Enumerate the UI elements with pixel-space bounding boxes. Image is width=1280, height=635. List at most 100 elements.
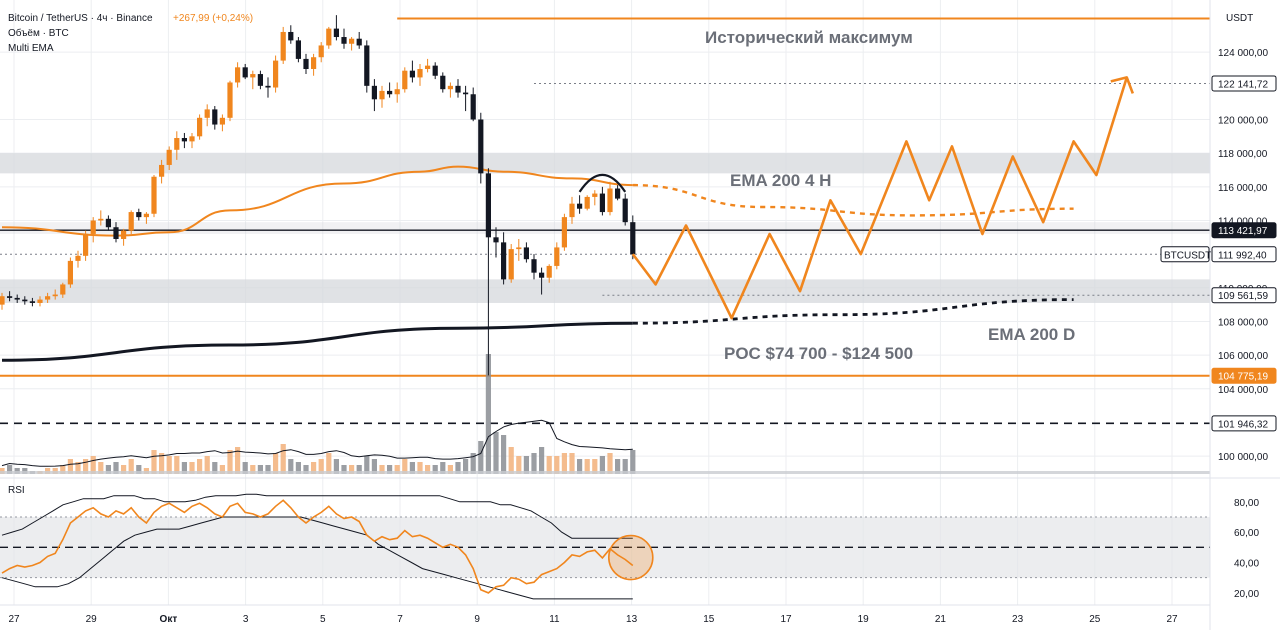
candle-body[interactable] bbox=[584, 196, 590, 209]
candle-body[interactable] bbox=[599, 193, 605, 213]
ema-d-projection[interactable] bbox=[632, 298, 1074, 325]
candle-body[interactable] bbox=[577, 203, 583, 209]
candle-body[interactable] bbox=[14, 297, 20, 300]
candle-body[interactable] bbox=[478, 119, 484, 174]
candle-body[interactable] bbox=[311, 57, 317, 70]
ema-legend[interactable]: Multi EMA bbox=[8, 43, 54, 54]
candle-body[interactable] bbox=[501, 242, 507, 280]
candle-body[interactable] bbox=[326, 28, 332, 46]
candle-body[interactable] bbox=[265, 85, 271, 88]
candle-body[interactable] bbox=[561, 217, 567, 248]
candle-body[interactable] bbox=[402, 70, 408, 90]
candle-body[interactable] bbox=[219, 117, 225, 125]
candle-body[interactable] bbox=[189, 136, 195, 142]
candle-body[interactable] bbox=[45, 296, 51, 300]
volume-bar bbox=[189, 462, 195, 474]
candle-body[interactable] bbox=[197, 117, 203, 137]
candle-body[interactable] bbox=[52, 294, 58, 297]
candle-body[interactable] bbox=[212, 109, 218, 125]
candle-body[interactable] bbox=[29, 301, 35, 303]
candle-body[interactable] bbox=[531, 259, 537, 273]
candle-body[interactable] bbox=[425, 65, 431, 70]
candle-body[interactable] bbox=[630, 222, 636, 255]
candle-body[interactable] bbox=[121, 230, 127, 239]
candle-body[interactable] bbox=[333, 28, 339, 38]
candle-body[interactable] bbox=[166, 149, 172, 165]
candle-body[interactable] bbox=[151, 176, 157, 214]
ema-d-line[interactable] bbox=[1, 321, 633, 362]
candle-body[interactable] bbox=[387, 90, 393, 95]
candle-body[interactable] bbox=[485, 173, 491, 238]
pair-title[interactable]: Bitcoin / TetherUS · 4ч · Binance bbox=[8, 13, 153, 24]
candle-body[interactable] bbox=[288, 31, 294, 41]
candle-body[interactable] bbox=[60, 284, 66, 295]
candle-body[interactable] bbox=[432, 65, 438, 76]
candle-body[interactable] bbox=[318, 45, 324, 58]
candle-body[interactable] bbox=[22, 299, 28, 302]
candle-body[interactable] bbox=[181, 138, 187, 142]
candle-body[interactable] bbox=[280, 31, 286, 61]
candle-body[interactable] bbox=[0, 296, 5, 305]
candle-body[interactable] bbox=[105, 218, 111, 228]
candle-body[interactable] bbox=[493, 237, 499, 243]
candle-body[interactable] bbox=[75, 255, 81, 261]
candle-body[interactable] bbox=[113, 227, 119, 239]
rsi-highlight-circle[interactable] bbox=[607, 534, 654, 581]
candle-body[interactable] bbox=[98, 218, 104, 221]
candle-body[interactable] bbox=[455, 85, 461, 93]
candle-body[interactable] bbox=[67, 260, 73, 285]
candle-body[interactable] bbox=[607, 188, 613, 213]
candle-body[interactable] bbox=[204, 109, 210, 118]
candle-body[interactable] bbox=[516, 247, 522, 250]
candle-body[interactable] bbox=[394, 89, 400, 95]
candle-body[interactable] bbox=[37, 299, 43, 303]
candle-body[interactable] bbox=[447, 85, 453, 90]
candle-body[interactable] bbox=[242, 67, 248, 78]
candle-body[interactable] bbox=[470, 94, 476, 120]
candle-body[interactable] bbox=[523, 247, 529, 260]
candle-body[interactable] bbox=[250, 74, 256, 78]
candle-body[interactable] bbox=[143, 213, 149, 218]
candle-body[interactable] bbox=[409, 70, 415, 78]
projection-zigzag[interactable] bbox=[631, 77, 1129, 320]
candle-body[interactable] bbox=[615, 188, 621, 199]
top-arc[interactable] bbox=[578, 173, 627, 193]
candle-body[interactable] bbox=[136, 212, 142, 218]
candle-body[interactable] bbox=[273, 60, 279, 88]
candle-body[interactable] bbox=[159, 164, 165, 177]
candle-body[interactable] bbox=[463, 92, 469, 95]
candle-body[interactable] bbox=[539, 272, 545, 278]
candle-body[interactable] bbox=[440, 75, 446, 90]
candle-body[interactable] bbox=[295, 40, 301, 59]
candle-body[interactable] bbox=[128, 212, 134, 231]
candle-body[interactable] bbox=[379, 90, 385, 100]
candle-body[interactable] bbox=[174, 138, 180, 150]
candle-body[interactable] bbox=[371, 85, 377, 100]
candle-body[interactable] bbox=[554, 247, 560, 266]
candle-body[interactable] bbox=[417, 69, 423, 78]
symbol-tag[interactable]: BTCUSDT bbox=[1164, 250, 1211, 261]
candle-body[interactable] bbox=[7, 296, 13, 298]
candle-body[interactable] bbox=[227, 82, 233, 118]
volume-legend[interactable]: Объём · BTC bbox=[8, 27, 69, 39]
ema-4h-line[interactable] bbox=[1, 165, 633, 237]
ema-4h-projection[interactable] bbox=[632, 183, 1074, 217]
candle-body[interactable] bbox=[341, 37, 347, 44]
candle-body[interactable] bbox=[356, 38, 362, 46]
candle-body[interactable] bbox=[257, 74, 263, 86]
candle-body[interactable] bbox=[83, 233, 89, 256]
candle-body[interactable] bbox=[508, 249, 514, 280]
candle-body[interactable] bbox=[235, 67, 241, 83]
candle-body[interactable] bbox=[364, 45, 370, 86]
candle-body[interactable] bbox=[349, 38, 355, 44]
rsi-line[interactable] bbox=[1, 499, 634, 594]
rsi-legend[interactable]: RSI bbox=[8, 485, 25, 496]
candle-body[interactable] bbox=[622, 198, 628, 223]
candle-body[interactable] bbox=[90, 220, 96, 234]
candle-body[interactable] bbox=[592, 193, 598, 197]
candle-body[interactable] bbox=[546, 265, 552, 278]
candle-body[interactable] bbox=[303, 58, 309, 70]
candle-body[interactable] bbox=[569, 203, 575, 218]
